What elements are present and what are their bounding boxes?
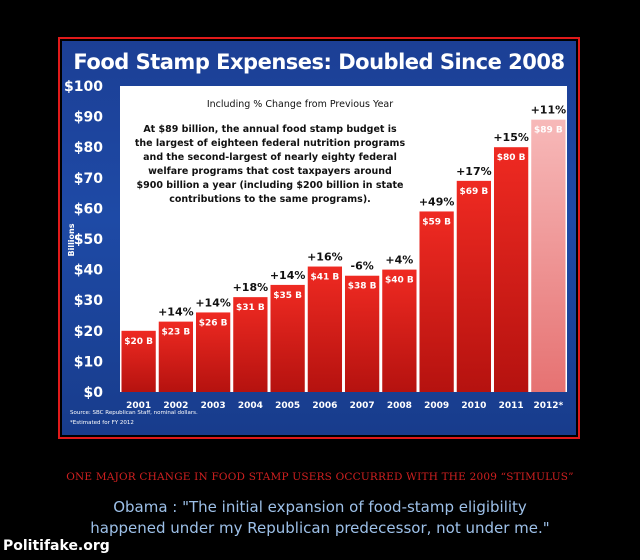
y-tick-label: $20 xyxy=(74,324,103,340)
pct-change-label: -6% xyxy=(351,260,374,273)
site-watermark: Politifake.org xyxy=(3,538,110,554)
poster-quote: Obama : "The initial expansion of food-s… xyxy=(0,497,640,539)
y-tick-label: $80 xyxy=(74,140,103,156)
x-tick-label: 2005 xyxy=(275,401,300,411)
pct-change-label: +16% xyxy=(307,251,343,264)
annotation-line: the largest of eighteen federal nutritio… xyxy=(135,138,406,149)
y-tick-label: $70 xyxy=(74,171,103,187)
x-tick-label: 2011 xyxy=(499,401,524,411)
y-tick-label: $50 xyxy=(74,232,103,248)
pct-change-label: +14% xyxy=(158,306,194,319)
annotation-line: contributions to the same programs). xyxy=(169,194,371,205)
bar xyxy=(344,275,380,392)
quote-line: happened under my Republican predecessor… xyxy=(90,519,550,537)
bar-value-label: $26 B xyxy=(199,318,228,328)
bar-value-label: $41 B xyxy=(310,273,339,283)
y-axis-label: Billions xyxy=(67,223,76,256)
chart-annotation: At $89 billion, the annual food stamp bu… xyxy=(135,124,406,205)
y-tick-label: $40 xyxy=(74,263,103,279)
pct-change-label: +49% xyxy=(419,195,455,208)
x-tick-label: 2008 xyxy=(387,401,412,411)
bar-value-label: $20 B xyxy=(124,337,153,347)
y-tick-label: $30 xyxy=(74,293,103,309)
y-tick-label: $100 xyxy=(64,79,103,95)
bar-value-label: $40 B xyxy=(385,276,414,286)
x-tick-label: 2012* xyxy=(533,401,563,411)
bar xyxy=(158,321,194,392)
bar xyxy=(307,266,343,392)
bar-value-label: $89 B xyxy=(534,126,563,136)
annotation-line: and the second-largest of nearly eighty … xyxy=(143,152,397,163)
bar xyxy=(419,211,454,392)
x-tick-label: 2010 xyxy=(461,401,486,411)
bar xyxy=(195,312,231,392)
x-tick-label: 2009 xyxy=(424,401,449,411)
bar-value-label: $23 B xyxy=(161,328,190,338)
chart-subtitle: Including % Change from Previous Year xyxy=(207,99,393,110)
bar xyxy=(493,147,529,392)
poster-caption: ONE MAJOR CHANGE IN FOOD STAMP USERS OCC… xyxy=(66,471,574,483)
x-tick-label: 2007 xyxy=(350,401,375,411)
pct-change-label: +4% xyxy=(385,254,413,267)
pct-change-label: +18% xyxy=(233,281,269,294)
x-tick-label: 2004 xyxy=(238,401,263,411)
annotation-line: At $89 billion, the annual food stamp bu… xyxy=(143,124,397,135)
bar-value-label: $35 B xyxy=(273,291,302,301)
chart-title: Food Stamp Expenses: Doubled Since 2008 xyxy=(73,50,565,74)
x-tick-label: 2002 xyxy=(163,401,188,411)
x-tick-label: 2003 xyxy=(201,401,226,411)
source-note: Source: SBC Republican Staff, nominal do… xyxy=(70,410,198,416)
bar-value-label: $69 B xyxy=(459,187,488,197)
bar-value-label: $80 B xyxy=(497,153,526,163)
bar-value-label: $31 B xyxy=(236,303,265,313)
quote-line: Obama : "The initial expansion of food-s… xyxy=(113,498,527,516)
bar xyxy=(456,180,492,392)
bar xyxy=(270,284,305,392)
bar xyxy=(121,330,156,392)
x-tick-label: 2006 xyxy=(312,401,337,411)
bar-value-label: $38 B xyxy=(348,282,377,292)
pct-change-label: +14% xyxy=(270,269,306,282)
pct-change-label: +14% xyxy=(195,296,231,309)
annotation-line: welfare programs that cost taxpayers aro… xyxy=(148,166,392,177)
annotation-line: $900 billion a year (including $200 bill… xyxy=(137,180,404,191)
y-tick-label: $10 xyxy=(74,354,103,370)
x-tick-label: 2001 xyxy=(126,401,151,411)
pct-change-label: +15% xyxy=(493,131,529,144)
pct-change-label: +17% xyxy=(456,165,492,178)
plot-area xyxy=(120,86,567,392)
bar xyxy=(531,119,566,392)
y-tick-label: $90 xyxy=(74,110,103,126)
bar xyxy=(382,269,417,392)
y-tick-label: $0 xyxy=(84,385,104,401)
pct-change-label: +11% xyxy=(531,104,567,117)
footnote: *Estimated for FY 2012 xyxy=(70,420,134,426)
poster-frame xyxy=(58,37,580,439)
bar xyxy=(233,297,268,392)
y-tick-label: $60 xyxy=(74,201,103,217)
bar-value-label: $59 B xyxy=(422,217,451,227)
